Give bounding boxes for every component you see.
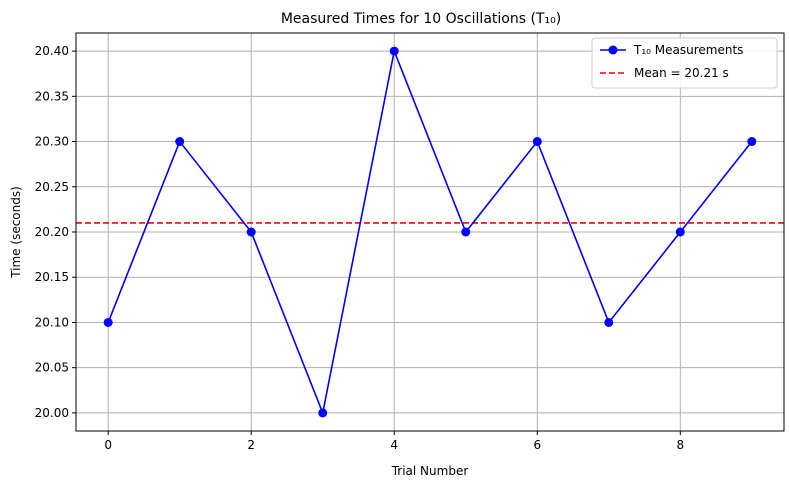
series-line: [107, 48, 753, 416]
y-tick-label: 20.40: [35, 44, 69, 58]
legend: T₁₀ Measurements Mean = 20.21 s: [591, 37, 778, 89]
x-axis-label: Trial Number: [391, 464, 469, 478]
y-tick-label: 20.00: [35, 406, 69, 420]
y-tick-label: 20.10: [35, 315, 69, 329]
data-point: [675, 227, 685, 237]
y-tick-label: 20.30: [35, 135, 69, 149]
y-tick-label: 20.15: [35, 270, 69, 284]
data-point: [532, 137, 542, 147]
x-tick-label: 8: [676, 438, 684, 452]
data-point: [747, 137, 757, 147]
chart-title: Measured Times for 10 Oscillations (T₁₀): [281, 11, 561, 27]
legend-mean-label: Mean = 20.21 s: [634, 66, 729, 80]
x-tick-label: 6: [533, 438, 541, 452]
legend-series-label: T₁₀ Measurements: [633, 43, 743, 57]
ticks: 0 2 4 6 8 20.00 20.05 20.10 20.15 20.20 20.25 20.30…: [35, 44, 684, 452]
series-layer: [103, 46, 757, 418]
y-tick-label: 20.20: [35, 225, 69, 239]
y-tick-label: 20.25: [35, 180, 69, 194]
x-tick-label: 4: [390, 438, 398, 452]
legend-series-marker: [608, 45, 618, 55]
grid: [76, 33, 784, 431]
data-point: [246, 227, 256, 237]
legend-box: [591, 37, 778, 89]
data-point: [318, 408, 328, 418]
data-point: [389, 46, 399, 56]
y-axis-label: Time (seconds): [9, 186, 23, 279]
x-tick-label: 0: [104, 438, 112, 452]
data-point: [103, 317, 113, 327]
y-tick-label: 20.05: [35, 361, 69, 375]
y-tick-label: 20.35: [35, 89, 69, 103]
data-point: [461, 227, 471, 237]
data-point: [604, 317, 614, 327]
data-point: [175, 137, 185, 147]
x-tick-label: 2: [247, 438, 255, 452]
